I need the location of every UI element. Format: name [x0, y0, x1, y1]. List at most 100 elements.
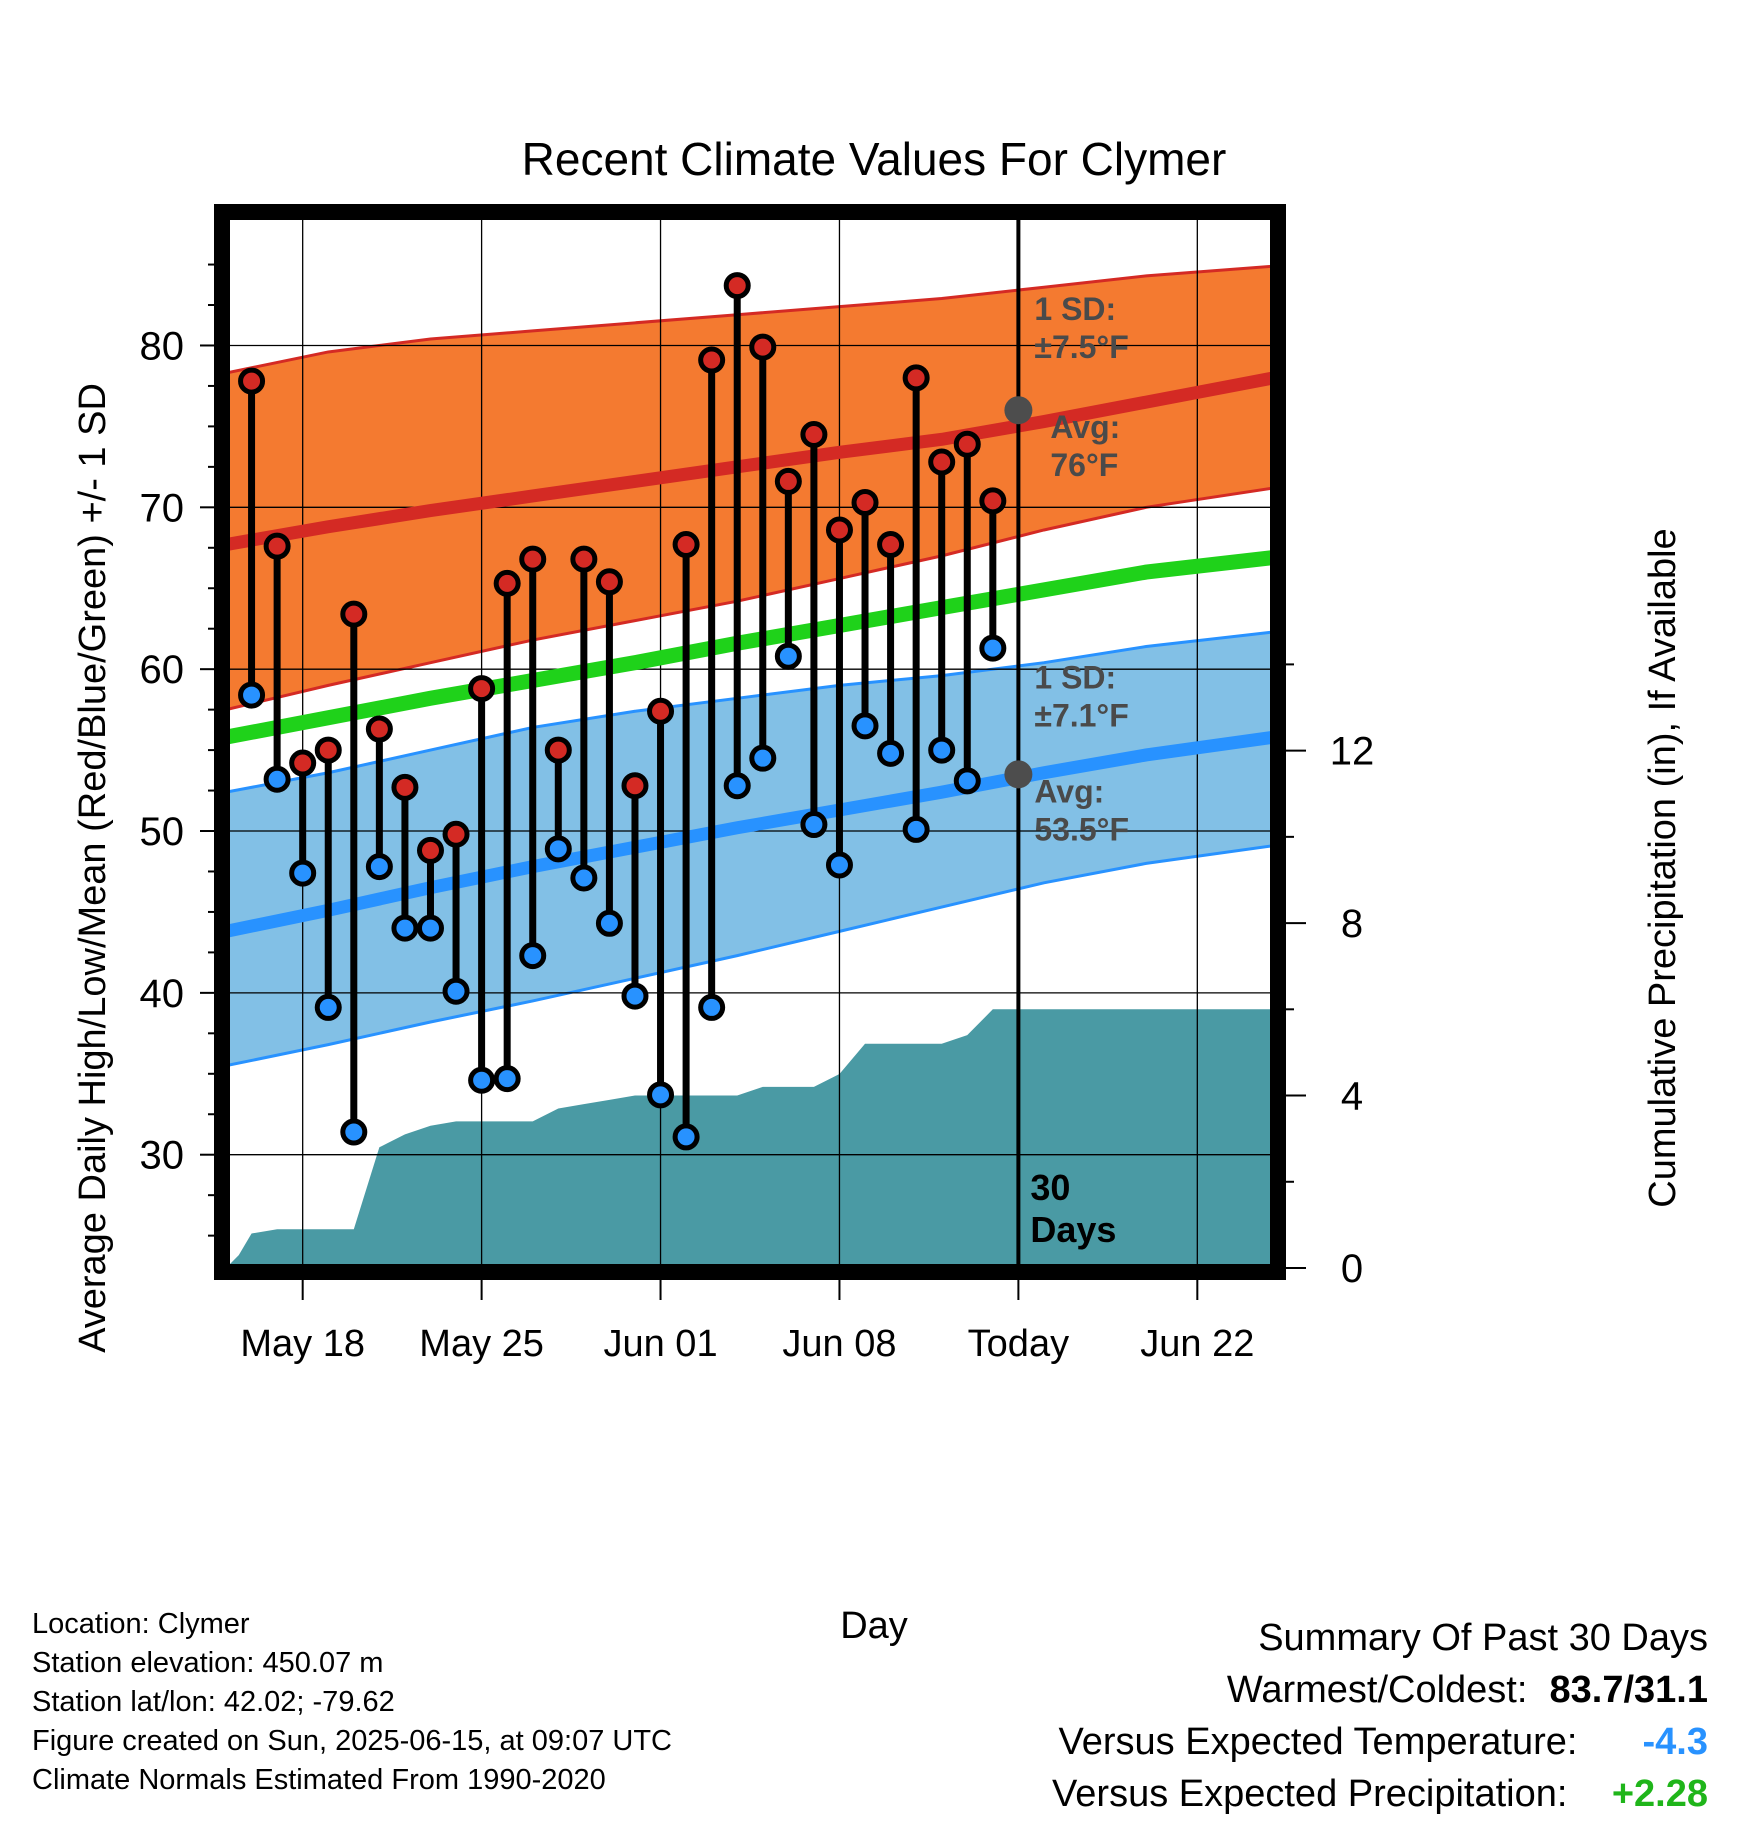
today-window-label-line: Days [1030, 1209, 1116, 1250]
daily-high-point [621, 772, 649, 800]
created-text: Figure created on Sun, 2025-06-15, at 09… [32, 1725, 672, 1757]
low-avg-label-line: Avg: [1034, 773, 1104, 809]
x-tick-label: Jun 08 [782, 1323, 896, 1365]
daily-high-point [825, 516, 853, 544]
daily-high-point [416, 836, 444, 864]
normals-text: Climate Normals Estimated From 1990-2020 [32, 1764, 606, 1796]
daily-high-point [570, 545, 598, 573]
daily-high-point [365, 715, 393, 743]
daily-high-point [519, 545, 547, 573]
low-avg-label: Avg: 53.5°F [1034, 773, 1129, 847]
daily-low-point [493, 1065, 521, 1093]
daily-low-point [442, 977, 470, 1005]
today-window-label-line: 30 [1030, 1167, 1070, 1208]
high-sd-band [226, 266, 1274, 710]
daily-high-point [928, 448, 956, 476]
y-tick-label: 70 [140, 486, 185, 530]
summary-precip: Versus Expected Precipitation: +2.28 [1052, 1768, 1708, 1820]
daily-low-point [365, 853, 393, 881]
daily-high-point [672, 531, 700, 559]
y-tick-label: 50 [140, 810, 185, 854]
y-tick-label: 30 [140, 1134, 185, 1178]
daily-low-point [595, 909, 623, 937]
today-window-label: 30 Days [1030, 1167, 1116, 1250]
x-tick-label: May 25 [419, 1323, 544, 1365]
low-sd-band-lower-edge [226, 844, 1274, 1068]
low-avg-label-line: 53.5°F [1034, 811, 1129, 847]
daily-low-point [800, 811, 828, 839]
daily-low-point [979, 634, 1007, 662]
daily-high-point [979, 487, 1007, 515]
high-avg-marker [1004, 396, 1033, 425]
summary-warmest-coldest: Warmest/Coldest: 83.7/31.1 [1052, 1664, 1708, 1716]
x-tick-label: Jun 01 [603, 1323, 717, 1365]
low-sd-label-line: ±7.1°F [1034, 697, 1128, 733]
daily-high-point [902, 364, 930, 392]
daily-high-point [851, 488, 879, 516]
daily-low-point [544, 835, 572, 863]
precip-label: Versus Expected Precipitation: [1052, 1773, 1568, 1815]
daily-low-point [519, 942, 547, 970]
daily-high-point [877, 531, 905, 559]
daily-low-point [647, 1081, 675, 1109]
daily-low-point [749, 744, 777, 772]
daily-high-point [749, 333, 777, 361]
daily-low-point [953, 767, 981, 795]
daily-high-point [774, 467, 802, 495]
precip-value: +2.28 [1611, 1773, 1708, 1815]
high-avg-label: Avg: 76°F [1050, 409, 1120, 483]
daily-high-point [391, 773, 419, 801]
daily-low-point [723, 772, 751, 800]
station-info: Location: Clymer Station elevation: 450.… [32, 1605, 672, 1800]
y-tick-label: 80 [140, 324, 185, 368]
daily-high-point [595, 568, 623, 596]
daily-low-point [263, 765, 291, 793]
elevation-text: Station elevation: 450.07 m [32, 1647, 384, 1679]
low-avg-marker [1004, 760, 1033, 789]
plot-frame [214, 204, 1286, 1280]
daily-low-point [340, 1118, 368, 1146]
daily-low-point [468, 1066, 496, 1094]
warmest-coldest-label: Warmest/Coldest: [1226, 1669, 1528, 1711]
daily-low-point [289, 859, 317, 887]
y2-axis-title: Cumulative Precipitation (in), If Availa… [1642, 528, 1684, 1207]
daily-high-point [493, 569, 521, 597]
x-tick-label: Jun 22 [1140, 1323, 1254, 1365]
y2-tick-label: 12 [1330, 730, 1375, 774]
low-sd-label-line: 1 SD: [1034, 659, 1116, 695]
daily-high-point [468, 675, 496, 703]
daily-low-point [416, 914, 444, 942]
daily-low-point [621, 982, 649, 1010]
y-tick-label: 60 [140, 648, 185, 692]
daily-low-point [851, 712, 879, 740]
summary-title: Summary Of Past 30 Days [1258, 1617, 1708, 1659]
daily-high-point [238, 367, 266, 395]
daily-low-point [314, 993, 342, 1021]
x-axis-title: Day [840, 1605, 908, 1647]
daily-high-point [442, 820, 470, 848]
daily-low-point [877, 739, 905, 767]
daily-low-point [391, 914, 419, 942]
x-tick-label: Today [968, 1323, 1069, 1365]
summary-temp: Versus Expected Temperature: -4.3 [1052, 1716, 1708, 1768]
temp-label: Versus Expected Temperature: [1058, 1721, 1578, 1763]
axes: 30 40 50 60 70 80 0 4 8 12 May 18 May 25 Jun 01 Jun 0… [140, 204, 1375, 1365]
daily-low-point [902, 815, 930, 843]
daily-high-point [698, 346, 726, 374]
warmest-coldest-value: 83.7/31.1 [1549, 1669, 1708, 1711]
daily-high-point [544, 736, 572, 764]
low-sd-band [226, 631, 1274, 1066]
daily-low-point [238, 681, 266, 709]
daily-low-point [698, 993, 726, 1021]
daily-high-point [289, 749, 317, 777]
precip-area [226, 1009, 1274, 1268]
daily-low-point [672, 1123, 700, 1151]
daily-low-point [928, 736, 956, 764]
daily-high-point [723, 272, 751, 300]
y2-tick-label: 8 [1341, 902, 1363, 946]
daily-high-point [263, 532, 291, 560]
daily-high-point [800, 420, 828, 448]
